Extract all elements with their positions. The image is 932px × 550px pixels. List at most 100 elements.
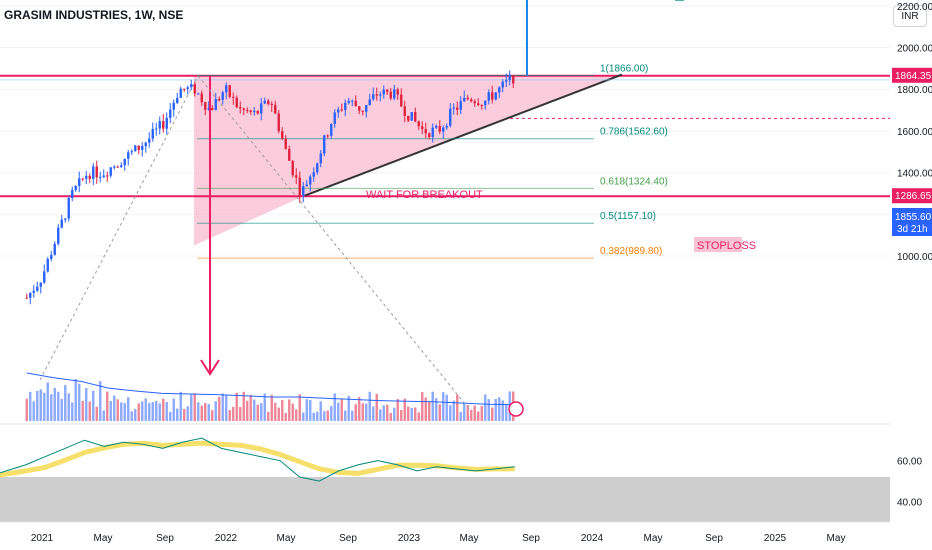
candle-body [396,89,399,95]
volume-bar [288,399,291,421]
volume-bar [144,398,147,421]
volume-bar [505,404,508,421]
candle-body [512,75,515,84]
candle-body [403,106,406,116]
volume-bar [197,402,200,421]
volume-bar [270,395,273,421]
volume-bar [71,402,74,421]
volume-bar [204,402,207,421]
chart-title: GRASIM INDUSTRIES, 1W, NSE [4,8,184,22]
candle-body [211,108,214,111]
triangle-pattern [0,73,890,246]
current-price-label: 1855.60 [895,212,932,223]
candle-body [414,112,417,122]
volume-bar [74,378,77,421]
volume-bar [470,409,473,421]
candle-body [340,109,343,111]
rsi-lower-band [0,477,890,522]
candle-body [347,100,350,103]
volume-bar [46,382,49,421]
volume-bar [498,397,501,421]
candle-body [277,113,280,132]
current-price-tag [892,208,932,236]
volume-bar [393,407,396,421]
volume-bar [50,394,53,421]
candle-body [218,98,221,100]
candle-body [295,175,298,178]
volume-bar [64,385,67,421]
time-tick-label: 2025 [764,533,787,544]
candle-body [368,99,371,106]
candle-body [253,110,256,113]
volume-bar [361,403,364,421]
rsi-line [0,437,515,482]
candle-body [25,297,28,299]
volume-bar [403,398,406,421]
candle-body [351,100,354,102]
volume-bar [67,393,70,421]
volume-bar [109,400,112,421]
candle-body [190,84,193,88]
candle-body [204,102,207,110]
volume-bar [81,400,84,421]
volume-bar [211,410,214,421]
volume-bar [372,406,375,421]
candle-body [389,91,392,99]
time-tick-label: Sep [705,533,723,544]
candle-body [256,110,259,114]
candle-body [298,177,301,196]
candle-body [123,158,126,166]
candle-body [281,131,284,139]
candle-body [260,103,263,114]
currency-button[interactable]: INR [893,5,927,27]
rsi-tick-label: 60.00 [897,457,922,468]
volume-bar [57,391,60,421]
candle-body [109,167,112,176]
rsi-ma-line [0,440,515,478]
volume-bars [25,372,524,421]
volume-bar [344,410,347,421]
volume-bar [32,401,35,421]
candle-body [463,97,466,102]
volume-bar [277,407,280,421]
candle-body [498,87,501,93]
volume-bar [130,411,133,421]
candle-body [172,102,175,110]
candle-body [116,166,119,168]
volume-bar [396,399,399,421]
volume-bar [410,408,413,421]
volume-bar [85,388,88,421]
volume-bar [330,406,333,421]
fib-label: 1(1866.00) [600,63,648,74]
candle-body [43,271,46,283]
candle-body [148,138,151,143]
volume-bar [487,399,490,421]
candle-body [421,126,424,130]
candle-body [438,125,441,132]
volume-bar [99,381,102,421]
time-tick-label: 2024 [581,533,604,544]
candle-body [39,282,42,287]
volume-bar [102,410,105,421]
candle-body [302,186,305,196]
volume-bar [225,395,228,421]
candle-body [74,185,77,190]
volume-bar [456,394,459,421]
volume-bar [375,393,378,421]
candle-body [501,81,504,88]
candle-body [480,105,483,107]
candle-body [291,160,294,176]
volume-bar [186,406,189,421]
volume-bar [242,391,245,421]
candle-body [106,175,109,177]
candle-body [88,175,91,179]
volume-bar [162,398,165,421]
volume-bar [151,402,154,421]
candle-body [407,115,410,121]
volume-bar [53,387,56,421]
candle-body [134,145,137,152]
volume-bar [169,411,172,421]
volume-bar [284,412,287,421]
